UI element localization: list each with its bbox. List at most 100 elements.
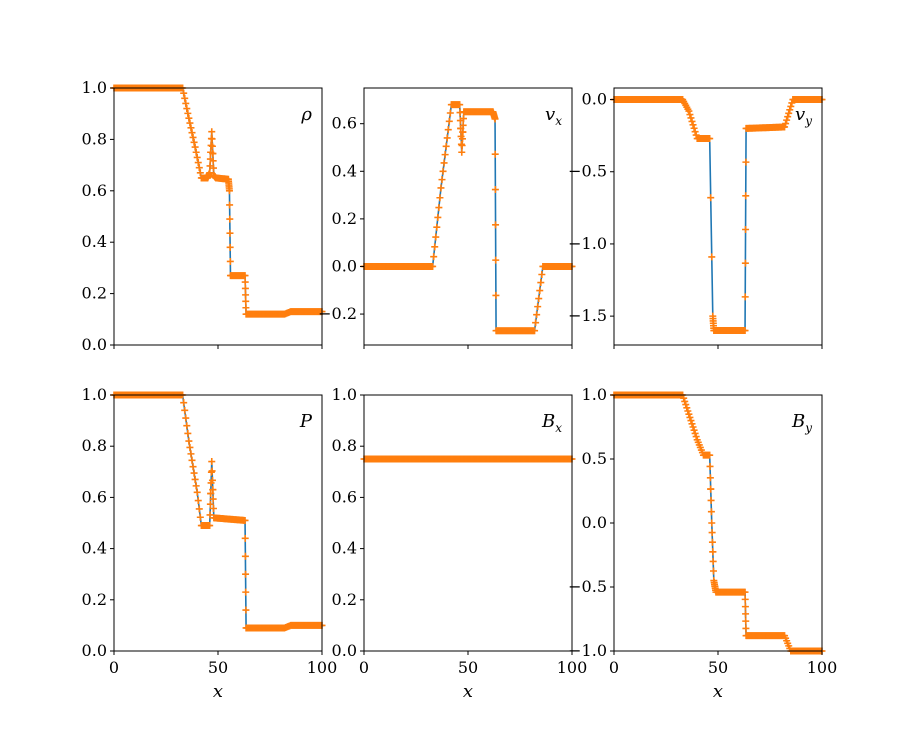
marker-point	[684, 407, 692, 415]
marker-point	[706, 462, 714, 470]
marker-point	[708, 519, 716, 527]
axes-frame	[113, 394, 323, 652]
marker-point	[741, 327, 749, 335]
y-tick-label: 1.0	[82, 78, 107, 97]
panel-variable-symbol: B	[791, 411, 805, 432]
marker-point	[706, 451, 714, 459]
marker-point	[742, 610, 750, 618]
y-tick-label: 0.0	[82, 641, 107, 660]
marker-point	[492, 221, 500, 229]
marker-point	[187, 450, 195, 458]
y-tick-label: 0.6	[82, 181, 107, 200]
marker-point	[190, 138, 198, 146]
marker-point	[741, 595, 749, 603]
panel-variable-subscript: y	[804, 421, 812, 435]
marker-point	[194, 497, 202, 505]
marker-point	[209, 150, 217, 158]
marker-point	[688, 117, 696, 125]
marker-point	[184, 429, 192, 437]
marker-point	[182, 99, 190, 107]
marker-point	[784, 113, 792, 121]
x-tick-label: 100	[307, 658, 338, 677]
marker-point	[685, 107, 693, 115]
marker-point	[241, 516, 249, 524]
marker-point	[708, 529, 716, 537]
y-tick-label: 0.8	[332, 436, 357, 455]
marker-point	[458, 142, 466, 150]
marker-point	[706, 474, 714, 482]
series-markers	[110, 84, 326, 318]
axes-frame	[113, 87, 323, 346]
marker-point	[686, 111, 694, 119]
marker-point	[742, 225, 750, 233]
marker-point	[685, 410, 693, 418]
marker-point	[226, 243, 234, 251]
marker-point	[686, 413, 694, 421]
x-axis-label: x	[213, 681, 223, 702]
y-tick-label: −0.2	[318, 304, 357, 323]
x-tick-label: 50	[208, 658, 228, 677]
marker-point	[458, 148, 466, 156]
y-tick-label: −1.5	[568, 306, 607, 325]
marker-point	[209, 486, 217, 494]
marker-point	[689, 121, 697, 129]
marker-point	[209, 495, 217, 503]
marker-point	[241, 552, 249, 560]
marker-point	[242, 606, 250, 614]
marker-point	[185, 114, 193, 122]
y-tick-label: 1.0	[332, 385, 357, 404]
x-tick-label: 50	[458, 658, 478, 677]
marker-point	[536, 287, 544, 295]
marker-point	[192, 148, 200, 156]
marker-point	[441, 151, 449, 159]
marker-point	[706, 135, 714, 143]
y-tick-label: 0.0	[582, 90, 607, 109]
marker-point	[226, 229, 234, 237]
marker-point	[681, 397, 689, 405]
series-line	[364, 103, 572, 332]
marker-point	[189, 463, 197, 471]
series-markers	[360, 101, 576, 335]
marker-point	[241, 278, 249, 286]
marker-point	[429, 262, 437, 270]
marker-point	[188, 456, 196, 464]
marker-point	[707, 496, 715, 504]
marker-point	[459, 121, 467, 129]
y-tick-label: 0.6	[332, 487, 357, 506]
marker-point	[707, 508, 715, 516]
marker-point	[191, 143, 199, 151]
marker-point	[445, 117, 453, 125]
y-tick-label: −1.0	[568, 234, 607, 253]
marker-point	[439, 167, 447, 175]
series-line	[614, 394, 822, 652]
marker-point	[193, 153, 201, 161]
marker-point	[683, 404, 691, 412]
marker-point	[206, 511, 214, 519]
marker-point	[196, 169, 204, 177]
marker-point	[208, 467, 216, 475]
axes-frame	[613, 394, 823, 652]
marker-point	[741, 259, 749, 267]
marker-point	[741, 588, 749, 596]
marker-point	[209, 504, 217, 512]
marker-point	[459, 115, 467, 123]
marker-point	[208, 476, 216, 484]
panel-variable-label: P	[299, 411, 313, 432]
series-markers	[610, 96, 826, 335]
marker-point	[183, 422, 191, 430]
marker-point	[241, 534, 249, 542]
y-tick-label: 1.0	[582, 385, 607, 404]
marker-point	[690, 124, 698, 132]
marker-point	[687, 114, 695, 122]
marker-point	[183, 105, 191, 113]
series-line	[614, 98, 822, 332]
panel-variable-symbol: P	[299, 411, 313, 432]
marker-point	[184, 109, 192, 117]
marker-point	[435, 204, 443, 212]
marker-point	[189, 133, 197, 141]
marker-point	[708, 253, 716, 261]
marker-point	[437, 184, 445, 192]
panel-variable-symbol: ρ	[300, 104, 312, 125]
marker-point	[208, 135, 216, 143]
